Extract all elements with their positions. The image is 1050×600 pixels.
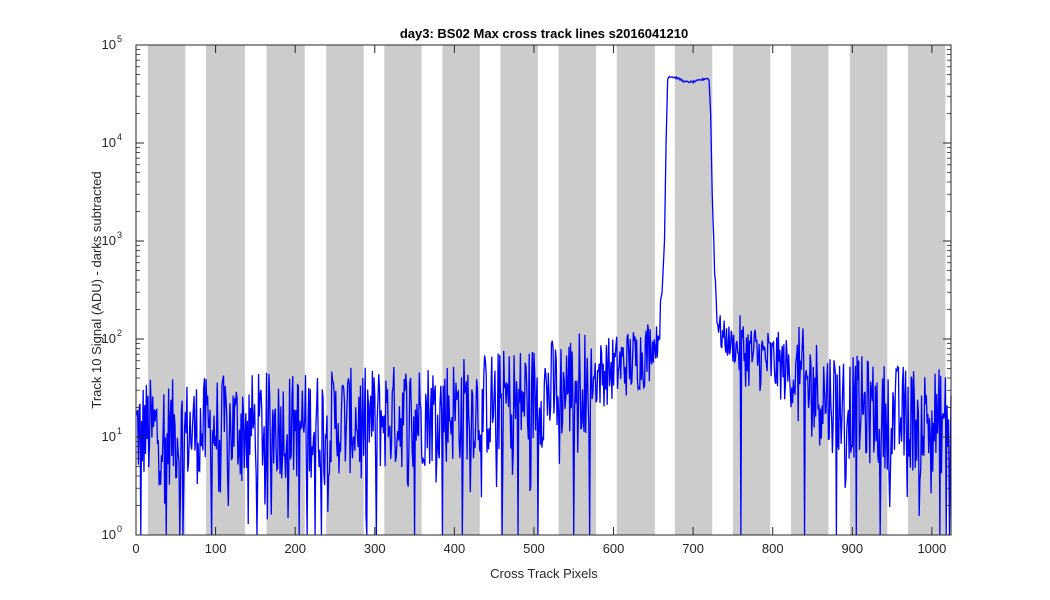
y-tick-label-4: 10 bbox=[102, 135, 116, 150]
y-tick-exp-3: 3 bbox=[117, 230, 122, 240]
x-tick-label-0: 0 bbox=[132, 541, 139, 556]
y-tick-exp-0: 0 bbox=[117, 524, 122, 534]
x-tick-label-9: 900 bbox=[841, 541, 863, 556]
series-group bbox=[135, 75, 952, 536]
x-tick-label-4: 400 bbox=[444, 541, 466, 556]
series-line bbox=[135, 75, 952, 536]
y-tick-exp-4: 4 bbox=[117, 132, 122, 142]
x-tick-label-10: 1000 bbox=[917, 541, 946, 556]
shaded-band-4 bbox=[384, 45, 422, 535]
y-tick-label-5: 10 bbox=[102, 37, 116, 52]
y-tick-exp-5: 5 bbox=[117, 34, 122, 44]
shaded-band-11 bbox=[791, 45, 829, 535]
y-tick-label-3: 10 bbox=[102, 233, 116, 248]
x-tick-label-5: 500 bbox=[523, 541, 545, 556]
y-tick-label-2: 10 bbox=[102, 331, 116, 346]
y-tick-exp-1: 1 bbox=[117, 426, 122, 436]
shaded-band-10 bbox=[732, 45, 771, 535]
x-tick-label-6: 600 bbox=[603, 541, 625, 556]
x-tick-label-7: 700 bbox=[682, 541, 704, 556]
x-tick-label-3: 300 bbox=[364, 541, 386, 556]
y-tick-label-0: 10 bbox=[102, 527, 116, 542]
shaded-band-9 bbox=[674, 45, 713, 535]
y-tick-label-1: 10 bbox=[102, 429, 116, 444]
shaded-band-3 bbox=[326, 45, 364, 535]
y-axis-label: Track 10 Signal (ADU) - darks subtracted bbox=[89, 171, 104, 408]
x-tick-label-1: 100 bbox=[205, 541, 227, 556]
shaded-band-6 bbox=[500, 45, 538, 535]
axes-box bbox=[135, 44, 952, 536]
shaded-band-8 bbox=[616, 45, 655, 535]
y-tick-exp-2: 2 bbox=[117, 328, 122, 338]
x-tick-label-8: 800 bbox=[762, 541, 784, 556]
chart-title: day3: BS02 Max cross track lines s201604… bbox=[400, 26, 688, 41]
x-axis-label: Cross Track Pixels bbox=[490, 566, 598, 581]
x-tick-label-2: 200 bbox=[284, 541, 306, 556]
shaded-band-5 bbox=[442, 45, 480, 535]
axes-frame bbox=[135, 44, 952, 536]
